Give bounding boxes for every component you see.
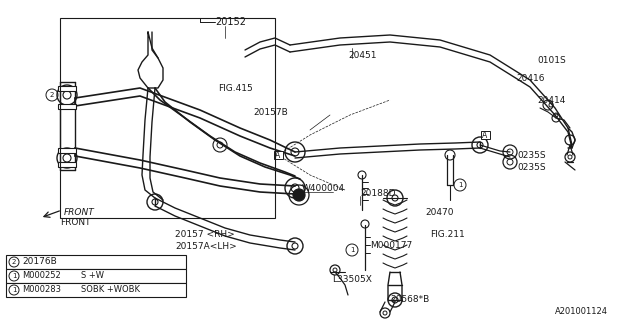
Bar	[58, 162, 76, 167]
Text: A: A	[275, 150, 280, 159]
Text: L33505X: L33505X	[332, 276, 372, 284]
Bar	[58, 148, 76, 153]
Text: 0235S: 0235S	[517, 150, 546, 159]
Text: M000283: M000283	[22, 285, 61, 294]
Text: 1: 1	[458, 182, 462, 188]
Bar	[60, 18, 275, 218]
Bar	[6, 283, 186, 297]
Text: 20470: 20470	[425, 207, 454, 217]
Text: 2: 2	[12, 259, 16, 265]
Text: 2: 2	[50, 92, 54, 98]
Text: SOBK +WOBK: SOBK +WOBK	[81, 285, 140, 294]
Text: 20157 <RH>: 20157 <RH>	[175, 229, 235, 238]
Text: 20176B: 20176B	[22, 258, 57, 267]
Bar	[6, 255, 186, 269]
Text: 1: 1	[349, 247, 355, 253]
Bar	[58, 86, 76, 91]
Text: 20414: 20414	[537, 95, 565, 105]
Text: A: A	[483, 131, 488, 140]
Text: 20157A<LH>: 20157A<LH>	[175, 242, 237, 251]
Text: 1: 1	[12, 287, 16, 293]
Bar	[6, 269, 186, 283]
Text: 0101S: 0101S	[537, 55, 566, 65]
Text: M000252: M000252	[22, 271, 61, 281]
Text: 20188D: 20188D	[360, 188, 396, 197]
Text: 20157B: 20157B	[253, 108, 288, 116]
Circle shape	[293, 189, 305, 201]
Bar	[273, 151, 282, 159]
Text: 20451: 20451	[348, 51, 376, 60]
Text: 20152: 20152	[215, 17, 246, 27]
Text: 0235S: 0235S	[517, 163, 546, 172]
Text: FRONT: FRONT	[64, 207, 95, 217]
Text: 1: 1	[12, 273, 16, 279]
Text: S +W: S +W	[81, 271, 104, 281]
Bar	[481, 131, 490, 139]
Text: 20568*B: 20568*B	[390, 295, 429, 305]
Text: W400004: W400004	[302, 183, 345, 193]
Bar	[58, 104, 76, 109]
Text: FRONT: FRONT	[60, 218, 90, 227]
Text: FIG.415: FIG.415	[218, 84, 253, 92]
Text: FIG.211: FIG.211	[430, 229, 465, 238]
Text: A201001124: A201001124	[555, 308, 608, 316]
Text: 20416: 20416	[516, 74, 545, 83]
Text: M000177: M000177	[370, 241, 412, 250]
